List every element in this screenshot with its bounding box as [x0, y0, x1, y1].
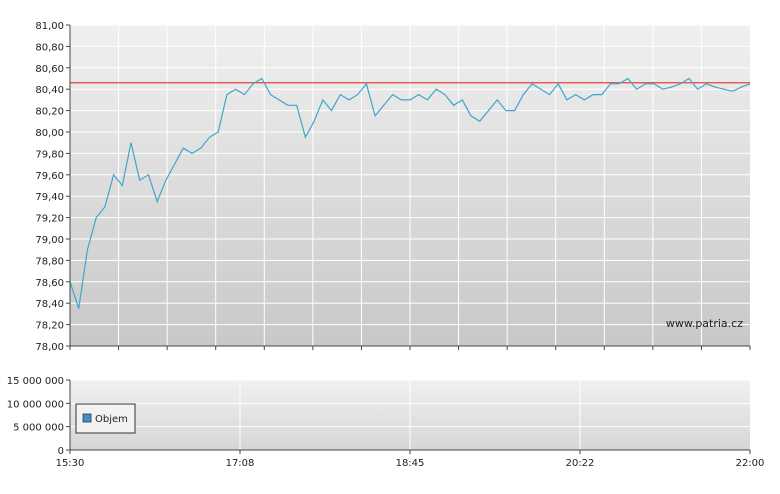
- price-y-tick-label: 80,40: [35, 85, 64, 96]
- watermark: www.patria.cz: [666, 317, 743, 330]
- volume-y-tick-label: 15 000 000: [7, 376, 64, 387]
- price-y-axis: 78,00 78,20 78,40 78,60 78,80 79,00 79,20 79,40…: [35, 21, 70, 353]
- volume-legend: Objem: [75, 403, 136, 434]
- price-y-tick-label: 79,80: [35, 149, 64, 160]
- volume-x-tick-label: 15:30: [56, 458, 85, 469]
- volume-x-tick-label: 17:08: [226, 458, 255, 469]
- price-y-tick-label: 80,00: [35, 128, 64, 139]
- volume-legend-swatch: [82, 413, 92, 423]
- price-y-tick-label: 80,20: [35, 107, 64, 118]
- price-series-line: [69, 77, 751, 309]
- price-y-tick-label: 79,20: [35, 214, 64, 225]
- volume-y-tick-label: 5 000 000: [13, 423, 64, 434]
- price-y-tick-label: 78,60: [35, 278, 64, 289]
- price-y-tick-label: 80,80: [35, 42, 64, 53]
- volume-x-tick-label: 20:22: [566, 458, 595, 469]
- volume-x-tick-label: 18:45: [396, 458, 425, 469]
- volume-y-tick-label: 10 000 000: [7, 399, 64, 410]
- volume-y-tick-label: 0: [58, 446, 64, 457]
- price-y-tick-label: 78,80: [35, 256, 64, 267]
- price-x-ticks: [69, 346, 751, 350]
- volume-legend-label: Objem: [95, 414, 128, 425]
- price-y-tick-label: 78,20: [35, 321, 64, 332]
- volume-x-tick-label: 22:00: [736, 458, 765, 469]
- price-y-tick-label: 79,00: [35, 235, 64, 246]
- price-y-tick-label: 79,60: [35, 171, 64, 182]
- price-y-tick-label: 78,00: [35, 342, 64, 353]
- price-y-tick-label: 81,00: [35, 21, 64, 32]
- price-grid: [70, 24, 750, 347]
- volume-x-axis: 15:30 17:08 18:45 20:22 22:00: [56, 450, 765, 469]
- price-y-tick-label: 79,40: [35, 192, 64, 203]
- price-y-tick-label: 80,60: [35, 64, 64, 75]
- volume-y-axis: 0 5 000 000 10 000 000 15 000 000: [7, 376, 70, 457]
- price-y-tick-label: 78,40: [35, 299, 64, 310]
